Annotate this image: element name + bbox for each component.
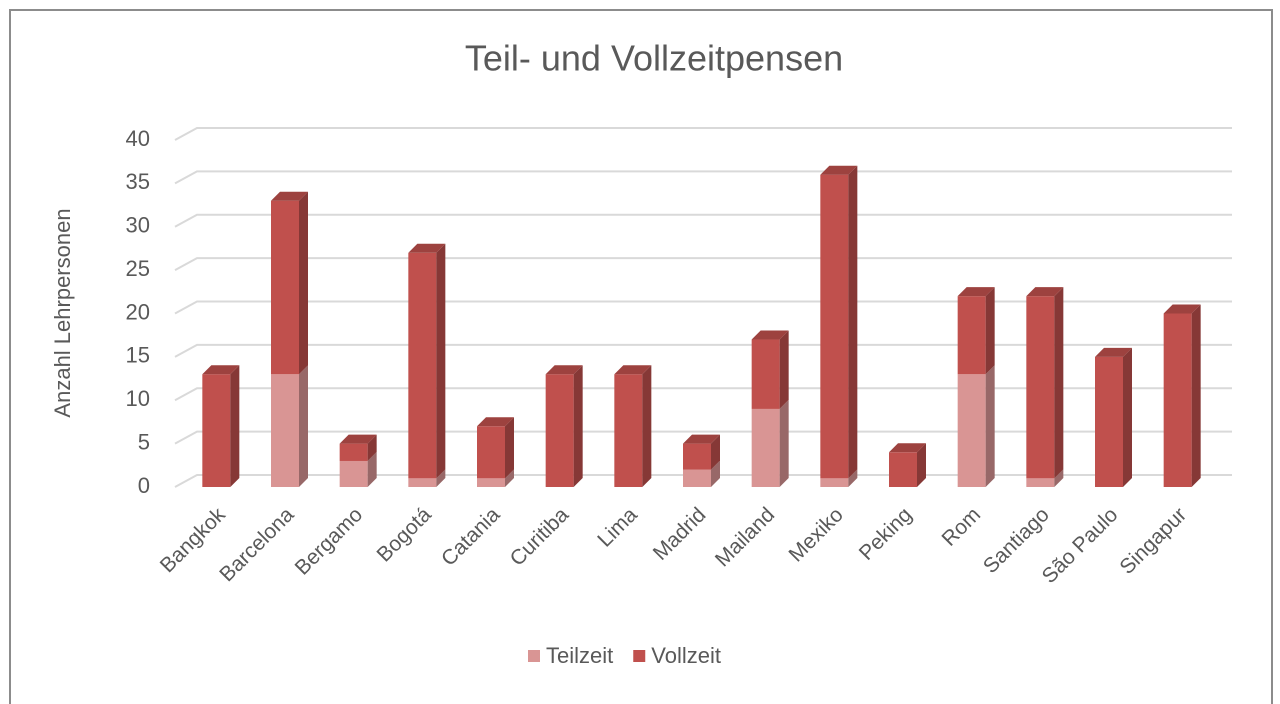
bar-top xyxy=(889,443,926,453)
bar-side xyxy=(848,469,858,487)
bar-top xyxy=(820,165,858,175)
bar-side xyxy=(1123,347,1132,487)
bar-side xyxy=(230,365,240,487)
grid-line xyxy=(174,170,1232,185)
bar xyxy=(751,408,780,487)
chart-border xyxy=(9,9,1273,704)
bar-top xyxy=(1095,347,1132,357)
bar xyxy=(957,296,986,375)
bar xyxy=(271,200,299,375)
grid-line xyxy=(174,257,1232,272)
bar xyxy=(1026,296,1055,479)
bar-side xyxy=(573,365,583,487)
bar xyxy=(683,443,711,470)
bar-side xyxy=(848,165,858,479)
bar xyxy=(339,460,368,487)
bar-top xyxy=(683,434,720,444)
bar xyxy=(477,478,505,487)
bar-side xyxy=(299,365,308,487)
grid-line xyxy=(174,387,1232,402)
y-tick-label: 35 xyxy=(126,169,150,194)
bar xyxy=(1026,478,1055,487)
bar xyxy=(271,374,299,487)
bar-top xyxy=(477,417,514,427)
legend-swatch xyxy=(528,650,540,662)
bar xyxy=(202,374,231,487)
y-tick-label: 30 xyxy=(126,213,150,238)
y-tick-label: 40 xyxy=(126,126,150,151)
grid-line xyxy=(174,430,1232,445)
grid-line xyxy=(174,300,1232,315)
bar-top xyxy=(1026,287,1064,297)
bar-side xyxy=(436,469,446,487)
bar-top xyxy=(545,365,583,375)
bar xyxy=(1163,313,1192,487)
bar xyxy=(683,469,711,487)
bar xyxy=(408,478,437,487)
bar-side xyxy=(642,365,652,487)
bar xyxy=(545,374,574,487)
bar-top xyxy=(751,330,789,340)
bar xyxy=(614,374,643,487)
legend-swatch xyxy=(633,650,646,662)
bar xyxy=(820,174,849,479)
chart-title: Teil- und Vollzeitpensen xyxy=(465,38,843,79)
bar-side xyxy=(917,443,926,487)
bar-side xyxy=(1054,287,1064,479)
bar xyxy=(339,443,368,461)
bar-side xyxy=(1054,469,1064,487)
y-tick-label: 10 xyxy=(126,386,150,411)
bar xyxy=(820,478,849,487)
bar-side xyxy=(711,434,720,470)
bar-side xyxy=(711,460,720,487)
bar-top xyxy=(202,365,240,375)
bar-top xyxy=(957,287,995,297)
bar-side xyxy=(367,434,377,461)
bar-side xyxy=(367,451,377,487)
bar xyxy=(408,252,437,479)
bar-side xyxy=(436,243,446,479)
grid-line xyxy=(174,213,1232,228)
y-tick-label: 20 xyxy=(126,299,150,324)
y-tick-label: 0 xyxy=(138,473,150,498)
bar-side xyxy=(985,287,995,375)
bar xyxy=(477,426,505,479)
bar-top xyxy=(271,191,308,201)
legend-label: Vollzeit xyxy=(651,643,721,668)
y-tick-label: 15 xyxy=(126,343,150,368)
bar xyxy=(889,452,917,487)
bar-side xyxy=(505,469,514,487)
y-tick-label: 25 xyxy=(126,256,150,281)
bar-top xyxy=(1163,304,1201,314)
bar-side xyxy=(1191,304,1201,487)
y-tick-label: 5 xyxy=(138,429,150,454)
bar-side xyxy=(299,191,308,375)
bar-top xyxy=(339,434,377,444)
grid-line xyxy=(174,127,1232,141)
grid-line xyxy=(174,474,1232,488)
bar xyxy=(1095,356,1123,487)
bar-top xyxy=(614,365,652,375)
bar xyxy=(751,339,780,409)
bar-side xyxy=(985,365,995,487)
legend-label: Teilzeit xyxy=(546,643,613,668)
bar-side xyxy=(505,417,514,479)
y-axis-label: Anzahl Lehrpersonen xyxy=(50,208,75,417)
bar xyxy=(957,374,986,487)
bar-side xyxy=(779,399,789,487)
grid-line xyxy=(174,343,1232,358)
bar-side xyxy=(779,330,789,409)
bar-top xyxy=(408,243,446,253)
